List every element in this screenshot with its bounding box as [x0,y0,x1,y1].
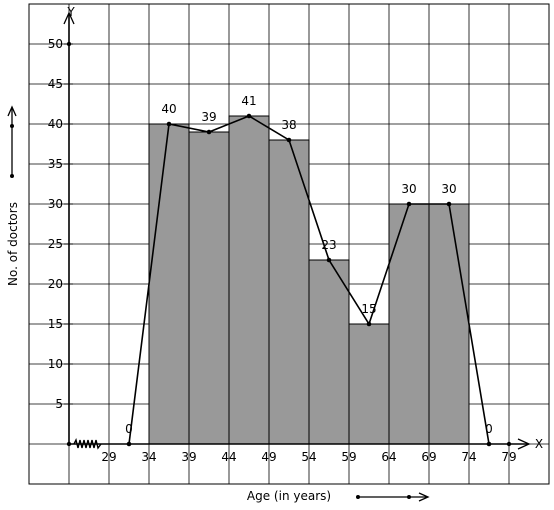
y-tick-label: 20 [48,277,63,291]
frequency-polygon: 0 40 39 41 38 23 15 30 30 0 [125,94,493,447]
y-tick-label: 5 [55,397,63,411]
bars [148,115,470,445]
x-tick-label: 39 [181,450,196,464]
y-tick-label: 15 [48,317,63,331]
bar-49-54 [268,139,310,445]
y-axis-letter: Y [66,5,75,19]
polygon-point [486,441,492,447]
x-tick-label: 59 [341,450,356,464]
bar-44-49 [228,115,270,445]
x-tick-label: 64 [381,450,396,464]
x-tick-label: 29 [101,450,116,464]
x-axis-end-dot [506,441,512,447]
y-tick-label: 10 [48,357,63,371]
bar-64-69 [388,203,430,445]
polygon-point-label: 41 [241,94,256,108]
polygon-point [126,441,132,447]
axes [63,11,531,450]
polygon-point-label: 30 [401,182,416,196]
y-tick-label: 40 [48,117,63,131]
x-tick-label: 79 [501,450,516,464]
polygon-point-label: 0 [485,422,493,436]
polygon-point [406,201,412,207]
polygon-point [326,257,332,263]
polygon-point [366,321,372,327]
y-tick-label: 35 [48,157,63,171]
y-tick-label: 45 [48,77,63,91]
y-axis-arrowhead-icon [63,11,75,25]
x-tick-label: 54 [301,450,316,464]
y-tick-label: 25 [48,237,63,251]
axis-break-zigzag-icon [73,437,102,450]
x-axis-title: Age (in years) [247,489,331,503]
bar-69-74 [428,203,470,445]
polygon-line [128,115,490,445]
bar-39-44 [188,131,230,445]
x-axis-letter: X [535,437,543,451]
y-tick-label: 50 [48,37,63,51]
polygon-point-label: 30 [441,182,456,196]
polygon-point-label: 39 [201,110,216,124]
tick-labels: 5 10 15 20 25 30 35 40 45 50 29 34 39 44 49 54 59 64 69 74 7… [48,37,517,464]
polygon-point [446,201,452,207]
y-axis-title: No. of doctors [6,202,20,286]
bar-59-64 [348,323,390,445]
y-tick-label: 30 [48,197,63,211]
polygon-point [246,113,252,119]
polygon-point [286,137,292,143]
polygon-point-label: 0 [125,422,133,436]
x-tick-label: 69 [421,450,436,464]
x-tick-label: 44 [221,450,236,464]
origin-dot [66,441,72,447]
polygon-point-label: 23 [321,238,336,252]
polygon-point-label: 40 [161,102,176,116]
x-tick-label: 74 [461,450,476,464]
bar-34-39 [148,123,190,445]
polygon-point-label: 15 [361,302,376,316]
polygon-point [206,129,212,135]
x-tick-label: 34 [141,450,156,464]
polygon-point [166,121,172,127]
bar-54-59 [308,259,350,445]
x-direction-arrow-icon [356,492,430,502]
x-axis-arrowhead-icon [517,438,531,450]
polygon-point-label: 38 [281,118,296,132]
y-direction-arrow-icon [7,105,17,178]
x-tick-label: 49 [261,450,276,464]
